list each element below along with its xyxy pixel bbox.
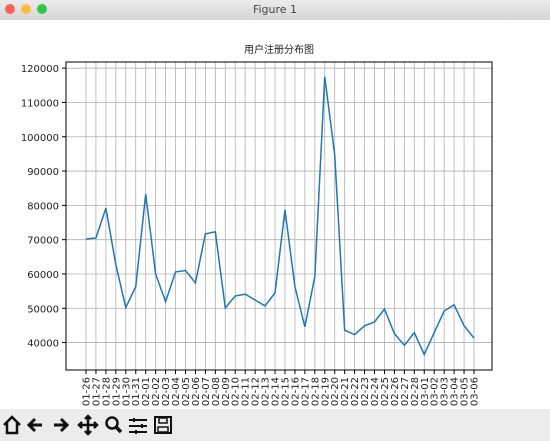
forward-button[interactable] xyxy=(54,417,70,433)
x-tick-label: 02-01 xyxy=(141,377,152,406)
y-tick-label: 90000 xyxy=(27,167,59,178)
data-line xyxy=(85,76,475,357)
x-tick-label: 02-28 xyxy=(410,377,421,406)
x-tick-label: 02-13 xyxy=(261,377,272,406)
x-tick-label: 01-28 xyxy=(101,377,112,406)
x-tick-label: 01-29 xyxy=(111,377,122,406)
x-tick-label: 01-31 xyxy=(131,377,142,406)
y-tick-label: 50000 xyxy=(27,304,59,315)
x-tick-label: 02-02 xyxy=(151,377,162,406)
save-button[interactable] xyxy=(154,416,172,434)
x-tick-label: 03-03 xyxy=(440,377,451,406)
x-tick-label: 02-09 xyxy=(221,377,232,406)
x-tick-label: 02-10 xyxy=(231,377,242,406)
close-button[interactable] xyxy=(5,4,15,14)
x-tick-label: 02-11 xyxy=(241,377,252,406)
y-tick-label: 40000 xyxy=(27,339,59,350)
x-tick-label: 02-15 xyxy=(280,377,291,406)
x-tick-label: 02-17 xyxy=(300,377,311,406)
x-tick-label: 02-25 xyxy=(380,377,391,406)
x-tick-label: 02-07 xyxy=(201,377,212,406)
x-tick-label: 02-06 xyxy=(191,377,202,406)
x-tick-label: 02-19 xyxy=(320,377,331,406)
zoom-rect-button[interactable] xyxy=(105,416,123,434)
chart-title: 用户注册分布图 xyxy=(244,43,314,56)
x-tick-label: 02-26 xyxy=(390,377,401,406)
x-tick-label: 03-02 xyxy=(430,377,441,406)
x-tick-label: 03-06 xyxy=(470,377,481,406)
x-tick-label: 02-16 xyxy=(290,377,301,406)
x-tick-label: 02-24 xyxy=(370,377,381,406)
home-button[interactable] xyxy=(3,415,21,435)
title-bar xyxy=(0,0,550,20)
x-tick-label: 02-14 xyxy=(271,377,282,406)
minimize-button[interactable] xyxy=(21,4,31,14)
x-tick-label: 03-04 xyxy=(450,377,461,406)
back-button[interactable] xyxy=(26,417,42,433)
x-tick-label: 01-26 xyxy=(82,377,93,406)
y-tick-label: 120000 xyxy=(21,64,59,75)
window-title: Figure 1 xyxy=(253,3,297,16)
plot-area: 40000 50000 60000 70000 80000 90000 100000 1100… xyxy=(21,62,492,406)
x-tick-label: 01-30 xyxy=(121,377,132,406)
x-tick-label: 02-21 xyxy=(340,377,351,406)
zoom-button[interactable] xyxy=(37,4,47,14)
x-tick-label: 03-05 xyxy=(460,377,471,406)
y-tick-label: 70000 xyxy=(27,236,59,247)
x-tick-label: 02-27 xyxy=(400,377,411,406)
x-tick-label: 01-27 xyxy=(91,377,102,406)
x-tick-label: 02-18 xyxy=(310,377,321,406)
axes-frame xyxy=(65,61,493,371)
x-tick-label: 02-05 xyxy=(181,377,192,406)
x-tick-label: 02-20 xyxy=(330,377,341,406)
y-tick-label: 60000 xyxy=(27,270,59,281)
y-tick-label: 100000 xyxy=(21,133,59,144)
x-tick-label: 02-12 xyxy=(251,377,262,406)
configure-button[interactable] xyxy=(129,418,147,434)
x-tick-label: 02-08 xyxy=(211,377,222,406)
x-tick-label: 02-04 xyxy=(171,377,182,406)
y-tick-label: 80000 xyxy=(27,201,59,212)
x-tick-label: 03-01 xyxy=(420,377,431,406)
x-tick-label: 02-22 xyxy=(350,377,361,406)
x-tick-label: 02-23 xyxy=(360,377,371,406)
y-tick-label: 110000 xyxy=(21,98,59,109)
x-tick-label: 02-03 xyxy=(161,377,172,406)
pan-button[interactable] xyxy=(77,414,99,436)
toolbar-icons xyxy=(3,414,172,436)
